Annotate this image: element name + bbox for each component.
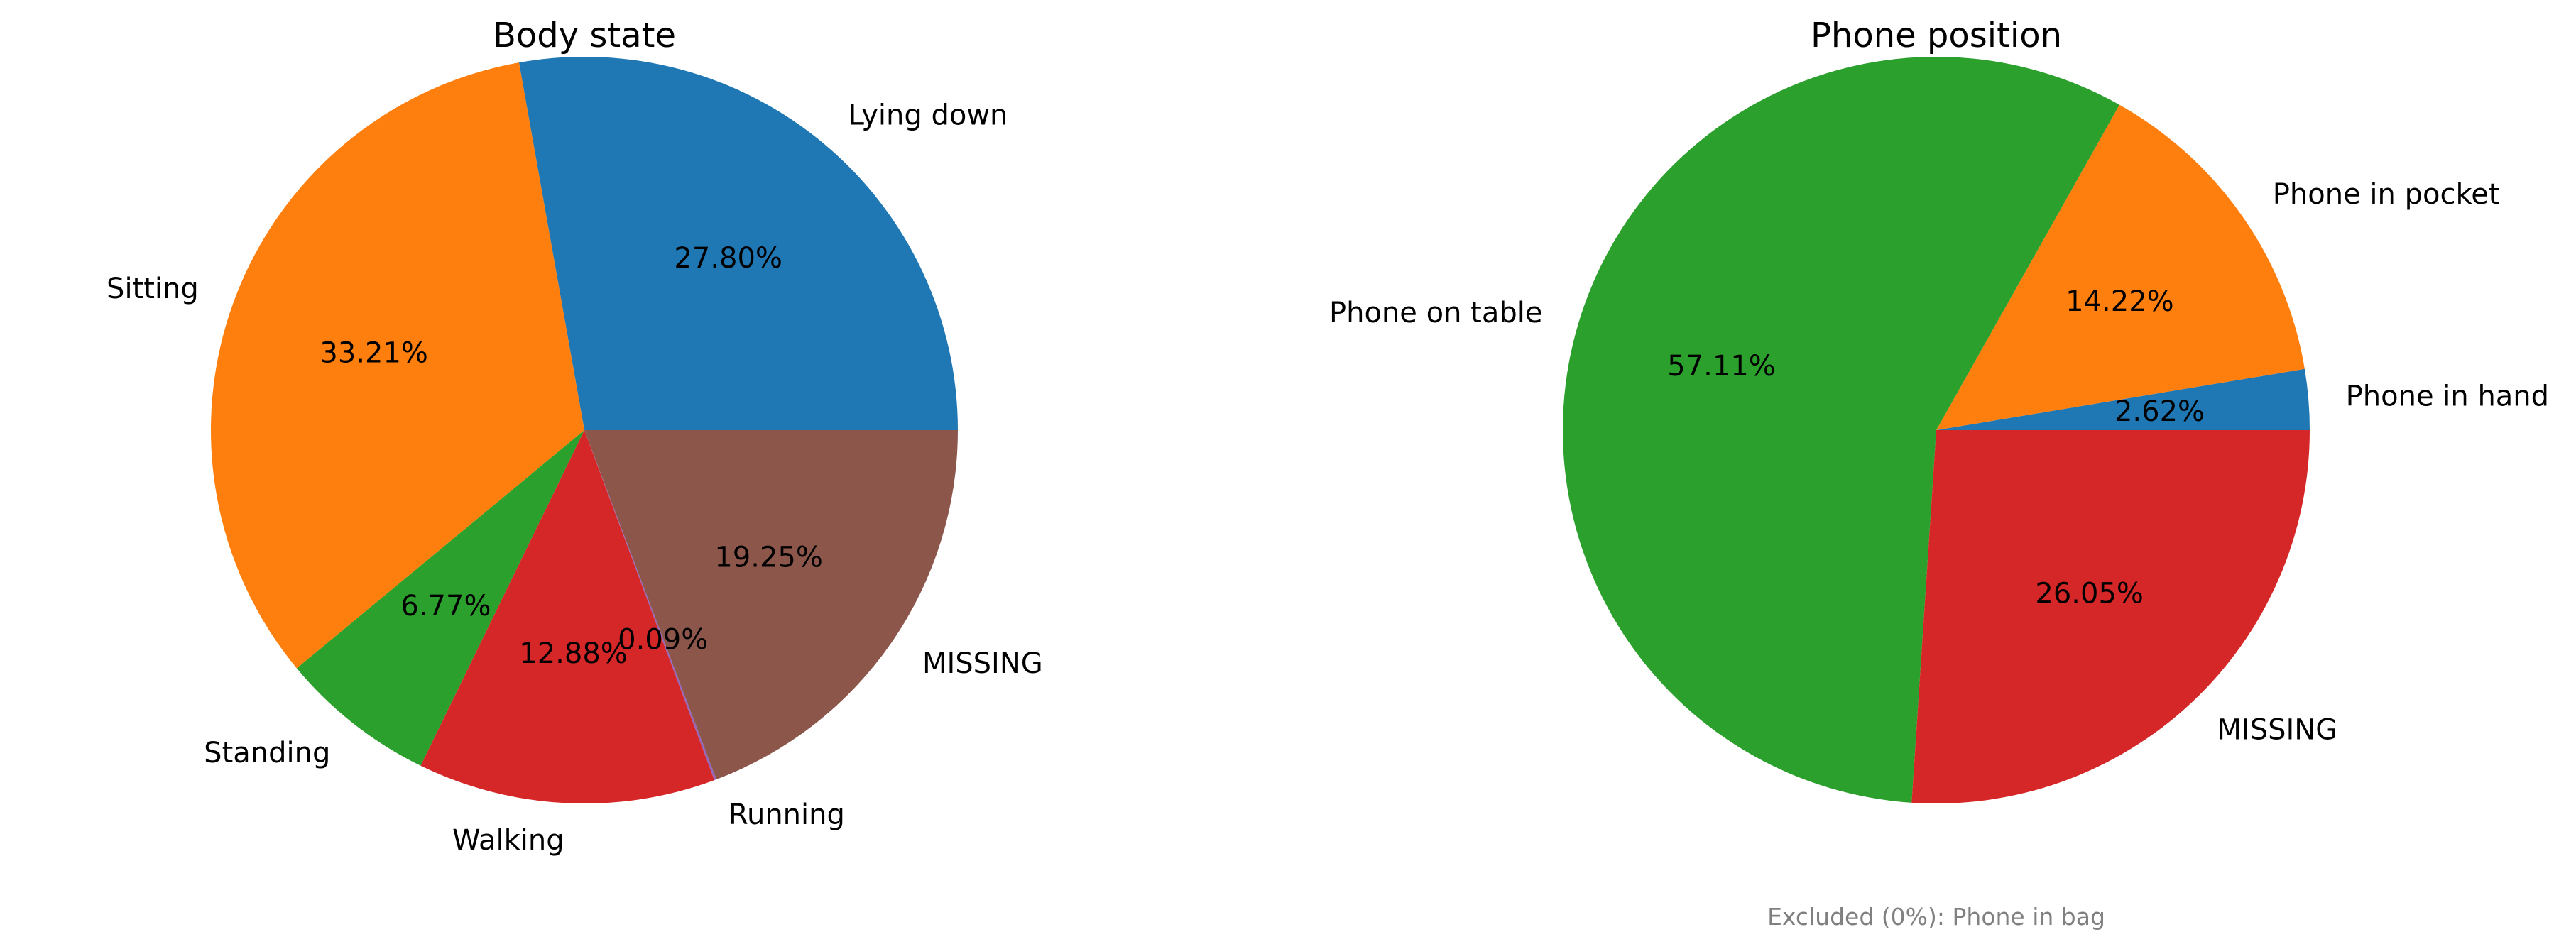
percent-label-sitting: 33.21% [320, 336, 428, 369]
pie-slice-missing [1911, 430, 2310, 803]
category-label-phone-in-pocket: Phone in pocket [2273, 178, 2500, 211]
chart-title: Phone position [1811, 16, 2062, 55]
category-label-standing: Standing [204, 737, 330, 769]
phone-position-pie-chart: Phone position 2.62% Phone in hand 14.22% P… [1329, 16, 2549, 931]
chart-title: Body state [493, 16, 676, 55]
percent-label-phone-in-pocket: 14.22% [2065, 285, 2174, 318]
category-label-running: Running [728, 799, 845, 831]
category-label-sitting: Sitting [107, 273, 199, 305]
percent-label-missing: 26.05% [2035, 577, 2144, 610]
category-label-missing: MISSING [922, 647, 1043, 680]
body-state-pie-chart: Body state 27.80% Lying down 33.21% Sitting… [107, 16, 1043, 857]
pie-slice-walking [420, 430, 715, 803]
pie-slice-sitting [211, 62, 584, 669]
category-label-walking: Walking [452, 824, 564, 857]
pie-slice-phone-on-table [1563, 56, 2120, 803]
category-label-phone-in-hand: Phone in hand [2346, 380, 2549, 412]
percent-label-missing: 19.25% [714, 541, 823, 574]
category-label-phone-on-table: Phone on table [1329, 297, 1542, 329]
percent-label-phone-on-table: 57.11% [1667, 350, 1776, 383]
pie-slice-standing [296, 430, 584, 766]
slices [211, 57, 958, 803]
slice-labels: 2.62% Phone in hand 14.22% Phone in pocket 5… [1329, 178, 2549, 747]
percent-label-walking: 12.88% [519, 637, 628, 670]
percent-label-running: 0.09% [618, 624, 708, 657]
percent-label-lying-down: 27.80% [674, 242, 782, 275]
slice-labels: 27.80% Lying down 33.21% Sitting 6.77% Standi… [107, 99, 1043, 857]
slices [1563, 56, 2310, 803]
percent-label-standing: 6.77% [400, 590, 491, 622]
pie-slice-lying-down [518, 57, 958, 431]
excluded-footnote: Excluded (0%): Phone in bag [1767, 903, 2105, 931]
category-label-missing: MISSING [2217, 713, 2337, 746]
category-label-lying-down: Lying down [848, 99, 1008, 132]
pie-slice-phone-in-hand [1936, 368, 2310, 430]
pie-slice-phone-in-pocket [1936, 104, 2305, 430]
pie-slice-missing [584, 430, 958, 780]
pie-slice-running [584, 430, 716, 781]
percent-label-phone-in-hand: 2.62% [2114, 395, 2205, 428]
